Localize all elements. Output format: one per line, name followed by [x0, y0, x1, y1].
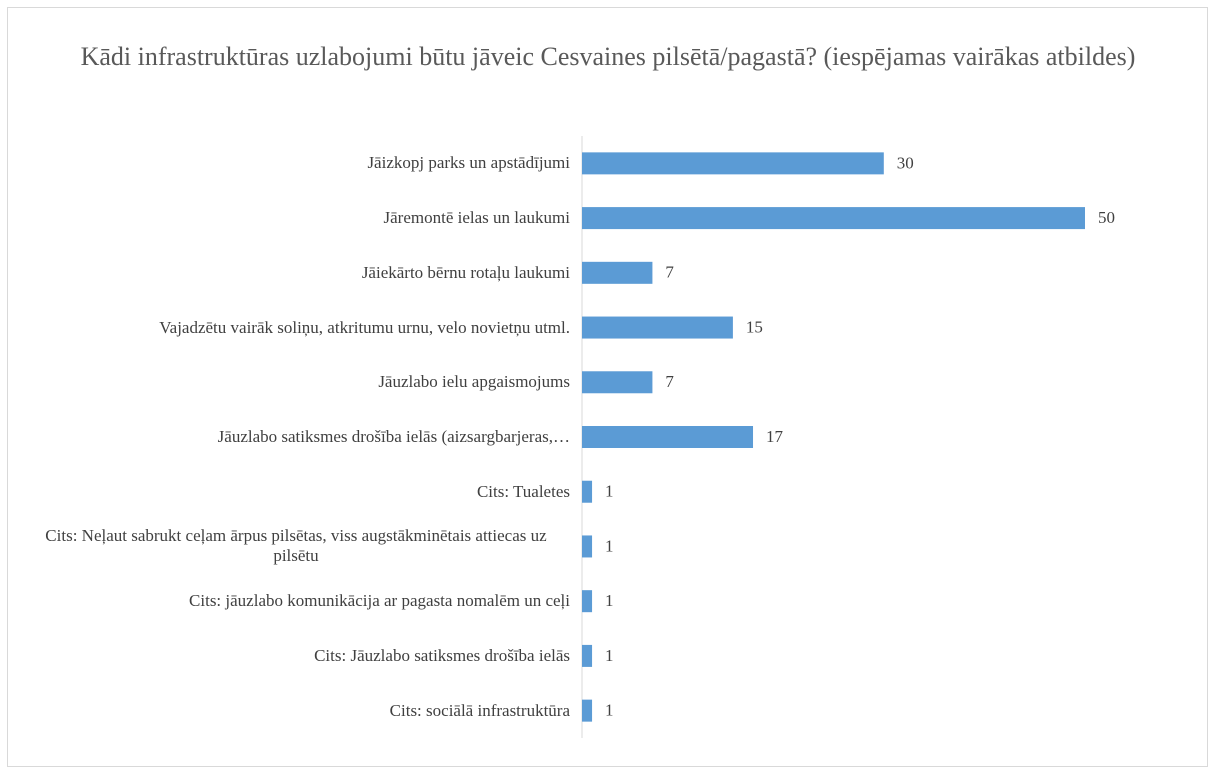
data-label: 17 — [766, 427, 784, 446]
bar — [582, 207, 1085, 230]
data-label: 50 — [1098, 208, 1115, 227]
bar — [582, 590, 593, 613]
category-label: Cits: Neļaut sabrukt ceļam ārpus pilsēta… — [45, 526, 547, 566]
bar — [582, 480, 593, 503]
category-label: Cits: jāuzlabo komunikācija ar pagasta n… — [189, 591, 570, 611]
category-label: Jāremontē ielas un laukumi — [383, 208, 570, 228]
category-label: Jāizkopj parks un apstādījumi — [367, 153, 570, 173]
category-label: Jāuzlabo satiksmes drošība ielās (aizsar… — [217, 427, 570, 446]
bar — [582, 152, 884, 175]
data-label: 1 — [605, 536, 614, 555]
data-label: 7 — [665, 263, 674, 282]
data-label: 1 — [605, 591, 614, 610]
category-label: Cits: Tualetes — [476, 481, 570, 501]
bar — [582, 316, 733, 339]
bar — [582, 371, 653, 394]
category-label: Vajadzētu vairāk soliņu, atkritumu urnu,… — [159, 317, 570, 337]
data-label: 1 — [605, 482, 614, 501]
data-label: 7 — [665, 372, 674, 391]
data-label: 1 — [605, 646, 614, 665]
bar — [582, 261, 653, 284]
data-label: 30 — [897, 153, 914, 172]
category-label: Jāuzlabo ielu apgaismojums — [378, 372, 570, 392]
category-label: Cits: Jāuzlabo satiksmes drošība ielās — [314, 645, 570, 665]
bar — [582, 426, 754, 448]
chart-title: Kādi infrastruktūras uzlabojumi būtu jāv… — [80, 42, 1136, 71]
bar — [582, 699, 593, 722]
category-label: Jāiekārto bērnu rotaļu laukumi — [361, 262, 570, 282]
data-label: 15 — [746, 317, 763, 336]
bar — [582, 644, 593, 667]
bar — [582, 535, 593, 558]
data-label: 1 — [605, 701, 614, 720]
category-label: Cits: sociālā infrastruktūra — [389, 700, 570, 720]
